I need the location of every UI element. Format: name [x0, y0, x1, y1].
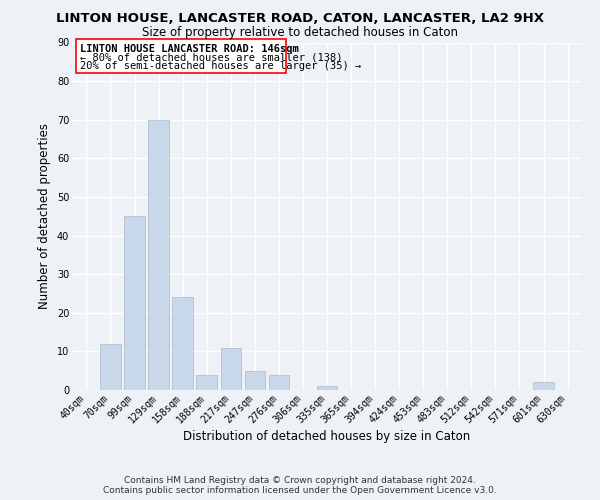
- Bar: [533, 382, 554, 390]
- Text: LINTON HOUSE, LANCASTER ROAD, CATON, LANCASTER, LA2 9HX: LINTON HOUSE, LANCASTER ROAD, CATON, LAN…: [56, 12, 544, 26]
- Y-axis label: Number of detached properties: Number of detached properties: [38, 123, 51, 309]
- Text: 20% of semi-detached houses are larger (35) →: 20% of semi-detached houses are larger (…: [80, 61, 362, 71]
- Bar: [124, 216, 145, 390]
- Bar: [196, 374, 217, 390]
- Text: Contains public sector information licensed under the Open Government Licence v3: Contains public sector information licen…: [103, 486, 497, 495]
- Bar: [221, 348, 241, 390]
- X-axis label: Distribution of detached houses by size in Caton: Distribution of detached houses by size …: [184, 430, 470, 444]
- Text: LINTON HOUSE LANCASTER ROAD: 146sqm: LINTON HOUSE LANCASTER ROAD: 146sqm: [80, 44, 299, 54]
- Bar: [172, 298, 193, 390]
- Text: ← 80% of detached houses are smaller (138): ← 80% of detached houses are smaller (13…: [80, 52, 343, 62]
- Text: Size of property relative to detached houses in Caton: Size of property relative to detached ho…: [142, 26, 458, 39]
- Bar: [269, 374, 289, 390]
- Bar: [245, 370, 265, 390]
- Bar: [76, 38, 286, 74]
- Bar: [148, 120, 169, 390]
- Text: Contains HM Land Registry data © Crown copyright and database right 2024.: Contains HM Land Registry data © Crown c…: [124, 476, 476, 485]
- Bar: [317, 386, 337, 390]
- Bar: [100, 344, 121, 390]
